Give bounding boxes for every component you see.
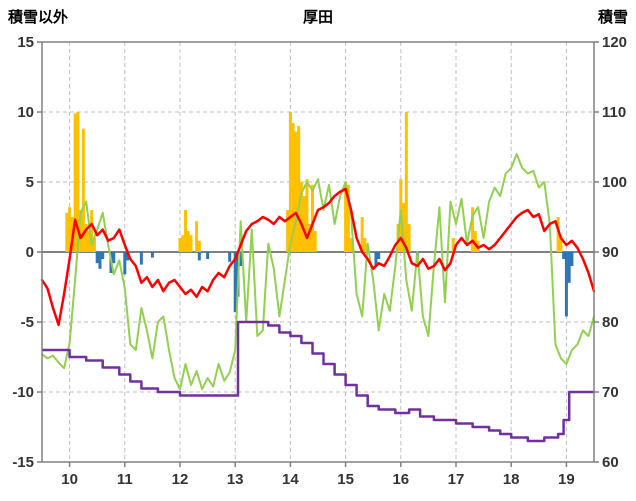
left-tick-label: 5 bbox=[26, 174, 34, 191]
orange-bars-bar bbox=[90, 210, 94, 252]
red-line bbox=[40, 187, 596, 327]
blue-bars-bar bbox=[95, 252, 99, 264]
left-tick-label: 10 bbox=[17, 104, 34, 121]
x-tick-label: 15 bbox=[337, 471, 354, 488]
orange-bars-bar bbox=[360, 217, 364, 252]
orange-bars-bar bbox=[92, 238, 96, 252]
blue-bars-bar bbox=[126, 252, 130, 261]
blue-bars-bar bbox=[562, 252, 566, 259]
orange-bars-bar bbox=[189, 235, 193, 252]
left-tick-label: -10 bbox=[12, 384, 34, 401]
blue-bars-bar bbox=[139, 252, 143, 265]
orange-bars-bar bbox=[186, 231, 190, 252]
blue-bars-bar bbox=[98, 252, 102, 269]
blue-bars-bar bbox=[101, 252, 105, 259]
orange-bars-bar bbox=[286, 210, 290, 252]
x-tick-label: 18 bbox=[503, 471, 520, 488]
orange-bars-bar bbox=[310, 184, 314, 252]
orange-bars-bar bbox=[297, 126, 301, 252]
orange-bars-bar bbox=[197, 240, 201, 252]
left-tick-label: 15 bbox=[17, 34, 34, 51]
orange-bars-bar bbox=[68, 207, 72, 252]
right-tick-label: 60 bbox=[602, 454, 619, 471]
blue-bars-bar bbox=[206, 252, 210, 259]
right-tick-label: 80 bbox=[602, 314, 619, 331]
orange-bars-bar bbox=[363, 238, 367, 252]
right-tick-label: 100 bbox=[602, 174, 627, 191]
orange-bars-bar bbox=[402, 203, 406, 252]
blue-bars-bar bbox=[564, 252, 568, 317]
orange-bars-bar bbox=[79, 210, 83, 252]
x-tick-label: 10 bbox=[61, 471, 78, 488]
orange-bars-bar bbox=[404, 112, 408, 252]
blue-bars-bar bbox=[150, 252, 154, 258]
orange-bars-bar bbox=[313, 231, 317, 252]
blue-bars-bar bbox=[228, 252, 232, 262]
left-tick-label: 0 bbox=[26, 244, 34, 261]
right-tick-label: 120 bbox=[602, 34, 627, 51]
blue-bars-bar bbox=[123, 252, 127, 275]
right-tick-label: 70 bbox=[602, 384, 619, 401]
green-line bbox=[41, 153, 595, 391]
orange-bars-bar bbox=[84, 224, 88, 252]
blue-bars-bar bbox=[112, 252, 116, 264]
orange-bars-bar bbox=[346, 184, 350, 252]
orange-bars-bar bbox=[73, 113, 77, 253]
right-axis-title: 積雪 bbox=[597, 9, 628, 26]
orange-bars-bar bbox=[288, 112, 292, 252]
blue-bars-bar bbox=[239, 252, 243, 266]
x-tick-label: 16 bbox=[392, 471, 409, 488]
orange-bars-bar bbox=[302, 196, 306, 252]
blue-bars-bar bbox=[567, 252, 571, 283]
x-tick-label: 11 bbox=[117, 471, 133, 488]
orange-bars-bar bbox=[294, 131, 298, 252]
orange-bars-bar bbox=[184, 210, 188, 252]
blue-bars-bar bbox=[197, 252, 201, 261]
orange-bars-bar bbox=[178, 238, 182, 252]
left-tick-label: -5 bbox=[21, 314, 34, 331]
blue-bars-bar bbox=[570, 252, 574, 266]
orange-bars-bar bbox=[299, 182, 303, 252]
purple-snow-depth-line bbox=[42, 320, 594, 443]
orange-bars-bar bbox=[451, 238, 455, 252]
left-tick-label: -15 bbox=[12, 454, 34, 471]
orange-bars-bar bbox=[87, 231, 91, 252]
orange-bars-bar bbox=[305, 179, 309, 252]
orange-bars-bar bbox=[181, 235, 185, 252]
orange-bars-bar bbox=[291, 123, 295, 252]
x-tick-label: 14 bbox=[282, 471, 299, 488]
orange-bars-bar bbox=[556, 217, 560, 252]
orange-bars-bar bbox=[471, 207, 475, 252]
x-tick-label: 17 bbox=[448, 471, 465, 488]
right-tick-label: 90 bbox=[602, 244, 619, 261]
left-axis-title: 積雪以外 bbox=[8, 9, 69, 26]
orange-bars-bar bbox=[349, 238, 353, 252]
right-tick-label: 110 bbox=[602, 104, 626, 121]
orange-bars-bar bbox=[195, 221, 199, 252]
orange-bars-bar bbox=[81, 128, 85, 252]
chart-title: 厚田 bbox=[302, 9, 333, 26]
orange-bars-bar bbox=[473, 231, 477, 252]
x-tick-label: 13 bbox=[227, 471, 244, 488]
orange-bars-bar bbox=[344, 182, 348, 252]
x-tick-label: 12 bbox=[172, 471, 189, 488]
orange-bars-bar bbox=[76, 112, 80, 252]
orange-bars-bar bbox=[308, 224, 312, 252]
blue-bars-bar bbox=[233, 252, 237, 313]
orange-bars-bar bbox=[559, 235, 563, 252]
blue-bars-bar bbox=[377, 252, 381, 259]
x-tick-label: 19 bbox=[558, 471, 575, 488]
blue-bars-bar bbox=[374, 252, 378, 266]
orange-bars-bar bbox=[65, 212, 69, 252]
orange-bars-bar bbox=[407, 224, 411, 252]
